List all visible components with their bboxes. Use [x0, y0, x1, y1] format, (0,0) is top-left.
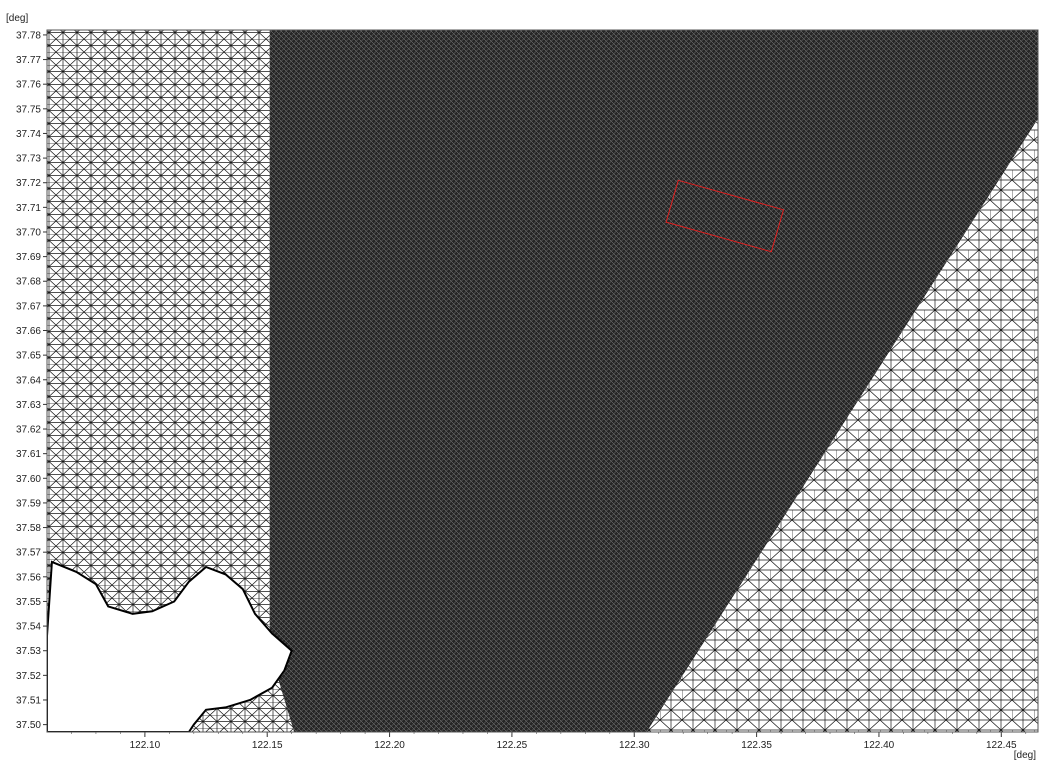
y-tick-label: 37.67	[16, 301, 41, 312]
x-tick-label: 122.20	[374, 740, 405, 751]
y-tick-label: 37.69	[16, 252, 41, 263]
y-axis: 37.78 37.77 37.76 37.75 37.74 37.73 37.72 37.71…	[16, 30, 47, 731]
y-tick-label: 37.54	[16, 622, 41, 633]
x-tick-label: 122.35	[741, 740, 772, 751]
y-tick-label: 37.63	[16, 400, 41, 411]
land-coastline	[47, 560, 293, 732]
y-tick-label: 37.71	[16, 203, 41, 214]
y-tick-label: 37.70	[16, 227, 41, 238]
y-tick-label: 37.77	[16, 55, 41, 66]
y-tick-label: 37.75	[16, 104, 41, 115]
y-tick-label: 37.68	[16, 277, 41, 288]
y-tick-label: 37.65	[16, 351, 41, 362]
x-tick-label: 122.30	[619, 740, 650, 751]
y-tick-label: 37.64	[16, 375, 41, 386]
x-tick-label: 122.25	[497, 740, 528, 751]
y-tick-label: 37.61	[16, 449, 41, 460]
highlight-rectangle	[665, 179, 785, 253]
y-unit-label: [deg]	[6, 13, 28, 24]
y-tick-label: 37.76	[16, 80, 41, 91]
x-tick-label: 122.15	[252, 740, 283, 751]
y-tick-label: 37.59	[16, 498, 41, 509]
y-tick-label: 37.58	[16, 523, 41, 534]
y-tick-label: 37.53	[16, 646, 41, 657]
y-tick-label: 37.50	[16, 720, 41, 731]
x-unit-label: [deg]	[1014, 750, 1036, 761]
y-tick-label: 37.52	[16, 671, 41, 682]
y-tick-label: 37.72	[16, 178, 41, 189]
mesh-area	[47, 30, 1038, 732]
y-tick-label: 37.57	[16, 548, 41, 559]
y-tick-label: 37.78	[16, 30, 41, 41]
y-tick-label: 37.73	[16, 154, 41, 165]
y-tick-label: 37.55	[16, 597, 41, 608]
fine-mesh-region	[269, 30, 1038, 732]
x-tick-label: 122.40	[864, 740, 895, 751]
x-tick-label: 122.45	[986, 740, 1017, 751]
y-tick-label: 37.60	[16, 474, 41, 485]
x-tick-label: 122.10	[130, 740, 161, 751]
x-axis: 122.10 122.15 122.20 122.25 122.30 122.35 122.…	[71, 732, 1027, 751]
y-tick-label: 37.62	[16, 425, 41, 436]
y-tick-label: 37.56	[16, 572, 41, 583]
coarse-mesh-offshore-region	[646, 118, 1038, 732]
y-tick-label: 37.66	[16, 326, 41, 337]
plot-frame	[46, 29, 1039, 733]
y-tick-label: 37.51	[16, 695, 41, 706]
y-tick-label: 37.74	[16, 129, 41, 140]
